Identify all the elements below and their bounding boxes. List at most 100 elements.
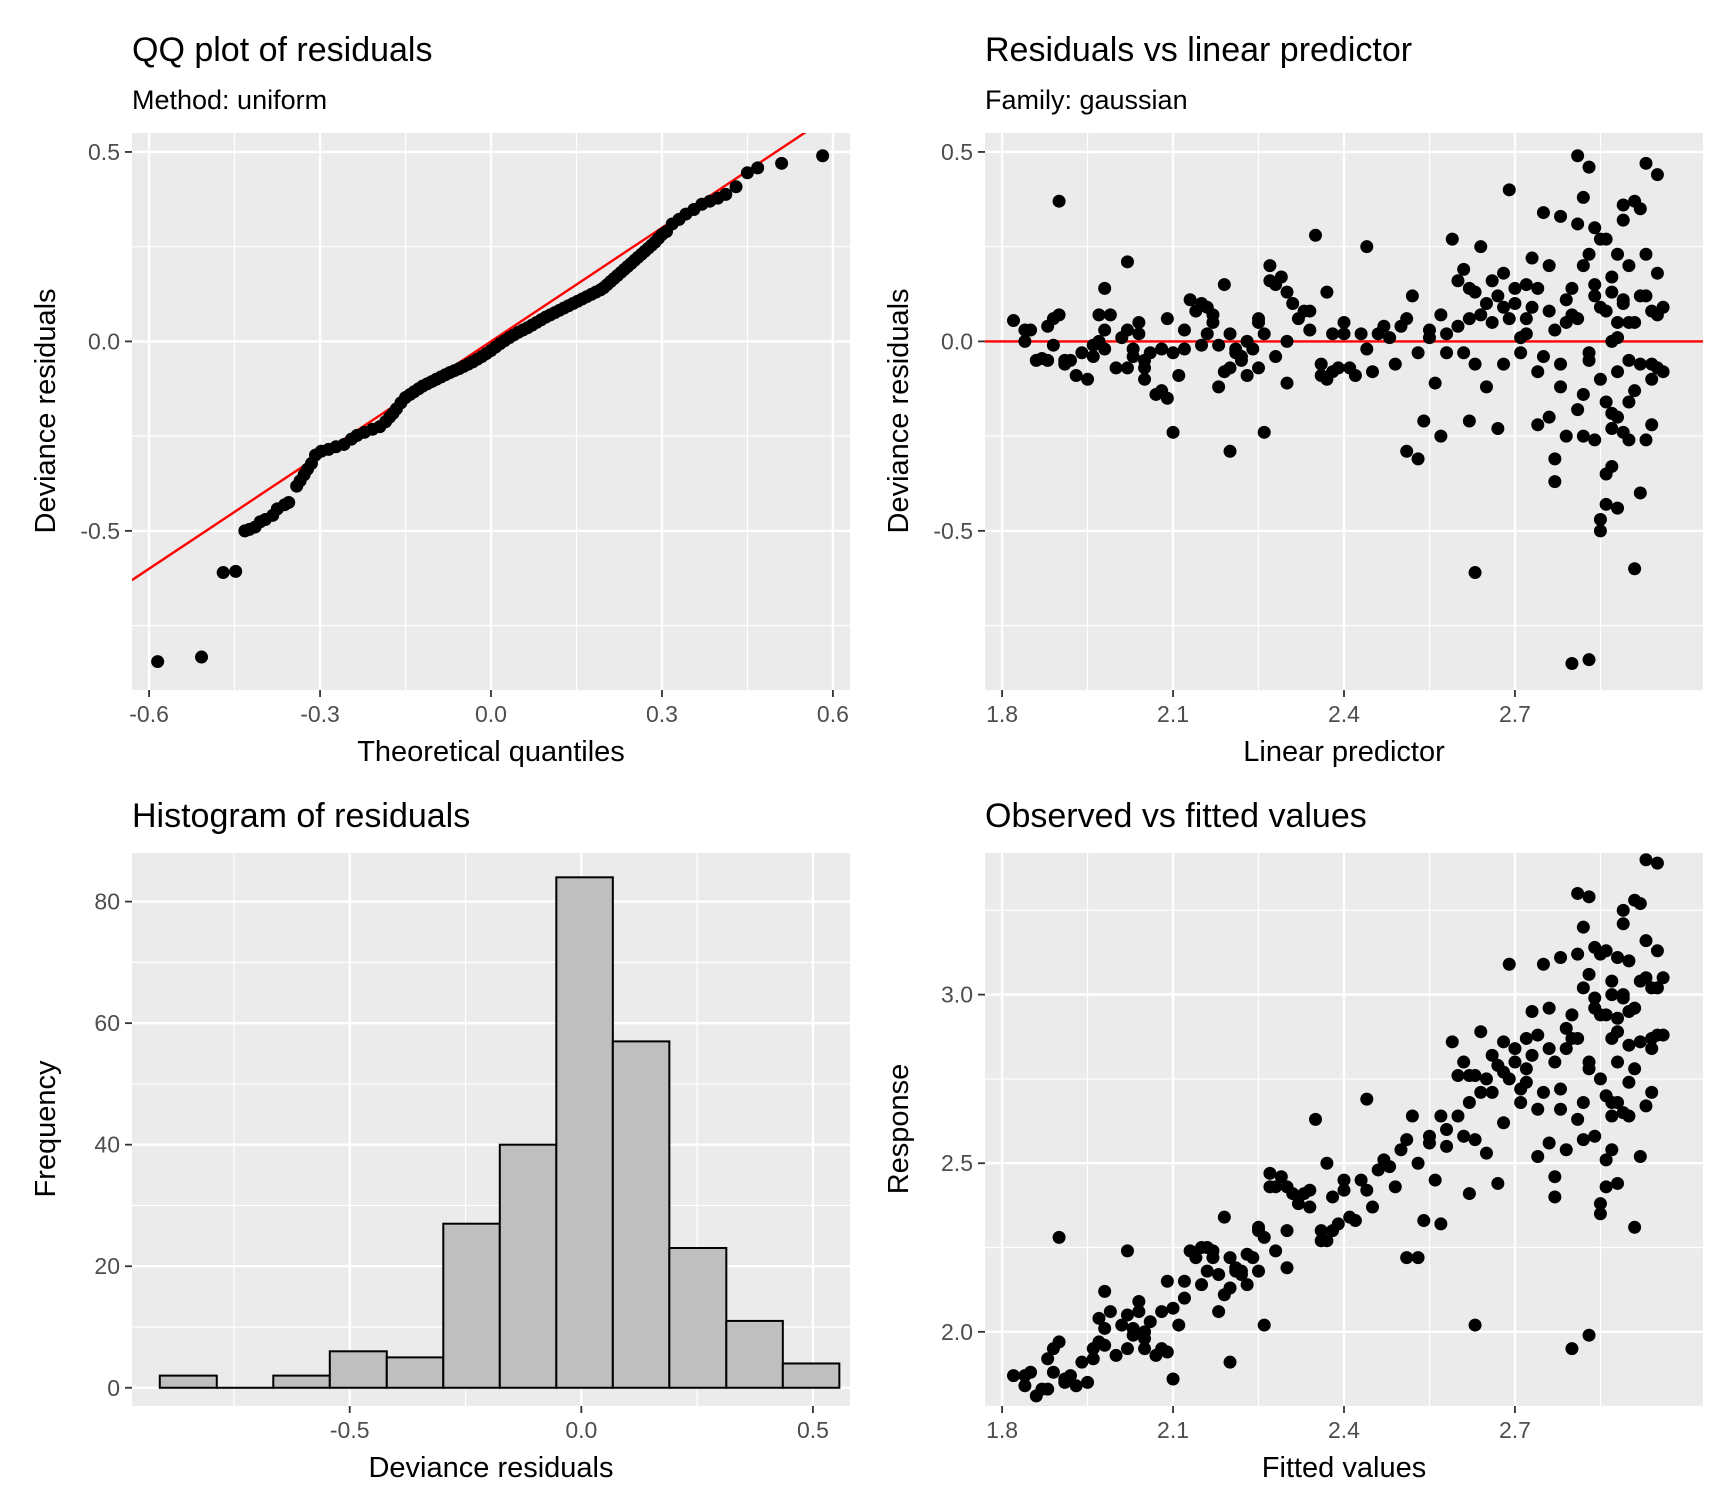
data-point xyxy=(1041,353,1055,367)
data-point xyxy=(1280,376,1294,390)
data-point xyxy=(1588,221,1602,235)
data-point xyxy=(1143,1315,1157,1329)
data-point xyxy=(151,655,165,669)
data-point xyxy=(1462,414,1476,428)
x-tick-label: 2.4 xyxy=(1328,701,1360,727)
data-point xyxy=(1502,312,1516,326)
data-point xyxy=(1263,1166,1277,1180)
data-point xyxy=(1257,1318,1271,1332)
data-point xyxy=(1611,247,1625,261)
data-point xyxy=(1354,327,1368,341)
obs-title: Observed vs fitted values xyxy=(985,797,1367,835)
data-point xyxy=(1440,327,1454,341)
data-point xyxy=(1605,285,1619,299)
data-point xyxy=(1599,944,1613,958)
data-point xyxy=(1052,194,1066,208)
data-point xyxy=(1417,414,1431,428)
data-point xyxy=(1616,917,1630,931)
y-tick-label: 2.5 xyxy=(941,1150,973,1176)
data-point xyxy=(1166,1301,1180,1315)
data-point xyxy=(1650,361,1664,375)
data-point xyxy=(1120,1244,1134,1258)
data-point xyxy=(1514,346,1528,360)
qq-points xyxy=(151,149,830,669)
data-point xyxy=(1542,304,1556,318)
data-point xyxy=(1377,1153,1391,1167)
data-point xyxy=(1041,319,1055,333)
data-point xyxy=(1257,327,1271,341)
data-point xyxy=(1326,327,1340,341)
data-point xyxy=(1086,350,1100,364)
data-point xyxy=(1593,1072,1607,1086)
data-point xyxy=(1650,168,1664,182)
data-point xyxy=(1440,1123,1454,1136)
data-point xyxy=(1132,1294,1146,1308)
data-point xyxy=(1120,1308,1134,1322)
data-point xyxy=(1559,293,1573,307)
data-point xyxy=(1440,1139,1454,1153)
data-point xyxy=(1593,300,1607,314)
data-point xyxy=(1445,1035,1459,1049)
data-point xyxy=(1639,156,1653,170)
data-point xyxy=(1314,1224,1328,1238)
data-point xyxy=(1155,1305,1169,1319)
data-point xyxy=(1542,1001,1556,1015)
data-point xyxy=(1611,1025,1625,1039)
data-point xyxy=(1622,395,1636,409)
data-point xyxy=(1348,369,1362,383)
data-point xyxy=(1611,365,1625,379)
histogram-bar xyxy=(442,1222,501,1389)
data-point xyxy=(1588,278,1602,292)
resid-points xyxy=(1006,149,1670,670)
data-point xyxy=(1588,289,1602,303)
y-tick-label: -0.5 xyxy=(80,518,120,544)
obs-panel: Observed vs fitted values 1.8 2.1 2.4 2.7 2… xyxy=(883,797,1703,1484)
data-point xyxy=(1098,1321,1112,1335)
data-point xyxy=(1485,274,1499,288)
data-point xyxy=(1400,1133,1414,1147)
data-point xyxy=(1240,1247,1254,1261)
data-point xyxy=(1468,1133,1482,1147)
data-point xyxy=(1337,1183,1351,1197)
data-point xyxy=(1206,1244,1220,1258)
data-point xyxy=(1086,1352,1100,1366)
data-point xyxy=(1457,1055,1471,1069)
y-tick-label: 0.0 xyxy=(88,328,120,354)
data-point xyxy=(1155,342,1169,356)
resid-subtitle: Family: gaussian xyxy=(985,85,1188,115)
data-point xyxy=(1394,1143,1408,1157)
data-point xyxy=(1639,433,1653,447)
data-point xyxy=(1559,429,1573,443)
data-point xyxy=(1217,365,1231,379)
data-point xyxy=(1115,1318,1129,1332)
y-tick-label: 0.0 xyxy=(941,328,973,354)
data-point xyxy=(216,566,230,580)
data-point xyxy=(775,156,789,170)
data-point xyxy=(1633,202,1647,216)
data-point xyxy=(1092,308,1106,322)
histogram-bar xyxy=(781,1362,841,1389)
data-point xyxy=(1508,1055,1522,1069)
data-point xyxy=(751,161,765,175)
data-point xyxy=(1166,346,1180,360)
data-point xyxy=(1650,856,1664,870)
data-point xyxy=(1593,372,1607,386)
data-point xyxy=(1639,247,1653,261)
y-tick-label: 0.5 xyxy=(941,139,973,165)
data-point xyxy=(1018,334,1032,348)
data-point xyxy=(1462,281,1476,295)
data-point xyxy=(1126,1328,1140,1342)
data-point xyxy=(1223,1355,1237,1369)
data-point xyxy=(1041,1382,1055,1396)
data-point xyxy=(1029,353,1043,367)
data-point xyxy=(1388,1180,1402,1194)
reference-line xyxy=(132,133,807,582)
data-point xyxy=(1656,971,1670,985)
data-point xyxy=(1280,334,1294,348)
x-tick-label: -0.5 xyxy=(330,1417,370,1443)
data-point xyxy=(1160,391,1174,405)
data-point xyxy=(1650,1028,1664,1042)
data-point xyxy=(1058,353,1072,367)
data-point xyxy=(1331,361,1345,375)
y-tick-label: 3.0 xyxy=(941,982,973,1008)
